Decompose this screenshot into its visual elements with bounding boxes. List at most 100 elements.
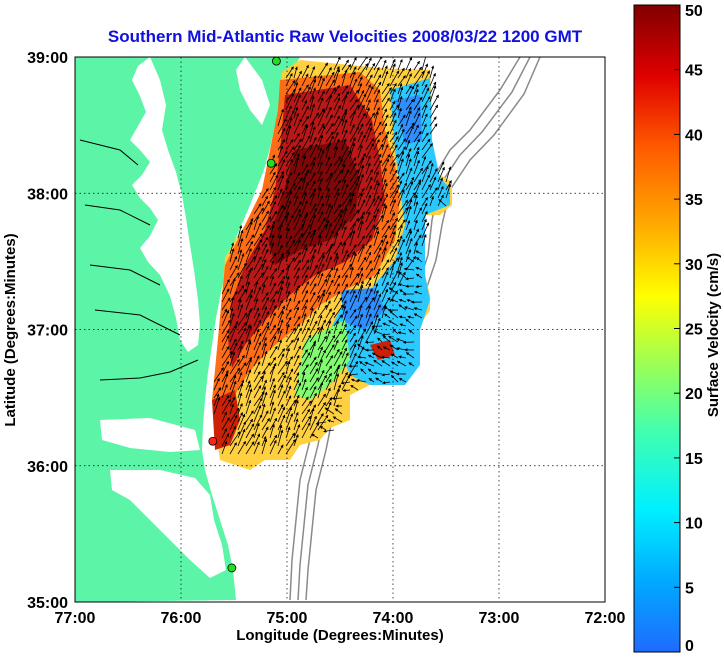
colorbar [633, 4, 681, 653]
velocity-vector [389, 175, 400, 191]
velocity-vector [261, 200, 270, 215]
velocity-vector [405, 122, 415, 135]
velocity-vector [325, 334, 336, 351]
velocity-vector [325, 387, 331, 399]
velocity-vector [421, 95, 431, 111]
velocity-vector [293, 239, 301, 255]
pamlico-sound [110, 470, 226, 578]
velocity-vector [421, 222, 430, 239]
velocity-vector [293, 379, 300, 391]
velocity-vector [421, 70, 430, 87]
velocity-vector [317, 314, 323, 327]
velocity-vector [325, 378, 332, 391]
velocity-vector [301, 289, 308, 303]
velocity-vector [317, 346, 323, 359]
velocity-vector [397, 67, 405, 79]
velocity-vector [229, 442, 237, 455]
velocity-vector [309, 320, 318, 335]
velocity-vector [333, 156, 342, 167]
velocity-vector [373, 74, 382, 87]
velocity-vector [213, 367, 224, 383]
velocity-vector [285, 275, 290, 287]
velocity-vector [245, 433, 255, 447]
velocity-vector [309, 143, 318, 159]
velocity-vector [373, 139, 380, 151]
velocity-vector [357, 89, 365, 103]
velocity-vector [349, 192, 355, 207]
velocity-vector [373, 214, 384, 231]
velocity-vector [397, 82, 403, 95]
velocity-vector [429, 94, 439, 111]
velocity-vector [333, 131, 339, 143]
velocity-vector [405, 220, 411, 231]
velocity-vector [413, 228, 419, 239]
velocity-vector [349, 157, 357, 167]
velocity-vector [229, 414, 238, 431]
velocity-vector [325, 273, 331, 287]
velocity-vector [389, 189, 398, 207]
velocity-vector [301, 408, 310, 423]
delaware-bay [236, 57, 270, 125]
velocity-vector [245, 380, 251, 391]
velocity-vector [253, 222, 262, 239]
velocity-vector [269, 377, 275, 391]
velocity-vector [245, 294, 253, 311]
velocity-vector [293, 411, 299, 423]
velocity-vector [373, 304, 381, 319]
velocity-vector [245, 234, 255, 247]
velocity-vector [357, 144, 363, 159]
velocity-vector [317, 349, 326, 367]
velocity-vector [277, 339, 282, 351]
velocity-vector [421, 113, 428, 127]
velocity-vector [301, 352, 311, 367]
velocity-vector [245, 388, 253, 407]
velocity-vector [245, 269, 252, 287]
velocity-vector [397, 262, 403, 279]
velocity-vector [349, 272, 360, 287]
velocity-vector [391, 361, 399, 367]
velocity-vector [373, 89, 380, 103]
velocity-vector [277, 319, 284, 335]
velocity-vector [293, 306, 299, 319]
velocity-vector [277, 299, 283, 311]
y-tick-label: 39:00 [27, 50, 68, 67]
velocity-vector [261, 306, 268, 319]
velocity-vector [429, 116, 437, 127]
velocity-vector [277, 269, 285, 279]
velocity-vector [285, 227, 290, 239]
velocity-vector [389, 238, 400, 255]
y-tick-labels: 35:00 36:00 37:00 38:00 39:00 [27, 50, 68, 612]
velocity-vector [293, 327, 302, 343]
velocity-vector [332, 416, 343, 423]
velocity-vector [341, 178, 347, 191]
velocity-vector [325, 141, 332, 159]
velocity-vector [221, 329, 230, 343]
velocity-vector [285, 308, 292, 319]
velocity-vector [309, 356, 317, 367]
velocity-vector [381, 87, 392, 103]
velocity-vector [376, 345, 383, 351]
velocity-vector [285, 263, 291, 279]
velocity-vector [365, 62, 376, 79]
velocity-vector [333, 179, 341, 191]
velocity-vector [405, 352, 415, 359]
velocity-vector [349, 169, 359, 183]
velocity-vector [269, 324, 276, 335]
velocity-vector [429, 81, 437, 95]
velocity-vector [269, 434, 278, 447]
velocity-vector [349, 89, 359, 103]
velocity-vector [237, 327, 247, 343]
velocity-vector [397, 224, 403, 239]
colorbar-tick-label: 30 [685, 257, 703, 274]
velocity-vector [237, 354, 245, 367]
velocity-vector [285, 179, 290, 191]
velocity-vector [317, 149, 325, 167]
velocity-vector [357, 192, 363, 207]
velocity-vector [301, 334, 312, 351]
velocity-vector [390, 353, 399, 359]
velocity-vector [277, 414, 286, 431]
velocity-vector [317, 234, 322, 247]
velocity-vector [277, 188, 283, 199]
velocity-vector [269, 439, 277, 455]
velocity-vector [381, 281, 389, 295]
